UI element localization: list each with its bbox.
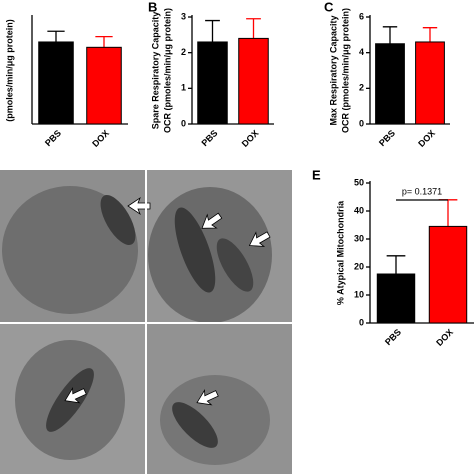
y-tick-label: 30 xyxy=(354,233,364,243)
x-tick-label: DOX xyxy=(240,128,261,149)
x-tick-label: DOX xyxy=(90,128,111,149)
x-tick-label: PBS xyxy=(199,128,219,148)
error-bar xyxy=(422,27,438,42)
y-tick-label: 10 xyxy=(354,289,364,299)
y-tick-label: 6 xyxy=(359,11,364,21)
bar xyxy=(86,46,122,125)
micrographs xyxy=(0,170,292,474)
y-axis-label: Spare Respiratory Capacity xyxy=(150,12,160,130)
error-bar xyxy=(205,19,220,42)
x-tick-label: PBS xyxy=(383,327,403,347)
panel-label: E xyxy=(312,167,321,182)
panel-label: B xyxy=(148,0,157,14)
error-bar xyxy=(246,18,261,39)
bar xyxy=(376,273,416,324)
y-tick-label: 20 xyxy=(354,261,364,271)
y-tick-label: 2 xyxy=(359,83,364,93)
bar xyxy=(428,225,468,324)
bar xyxy=(197,41,228,125)
panel-label: C xyxy=(324,0,334,14)
y-tick-label: 0 xyxy=(359,118,364,128)
error-bar xyxy=(382,26,398,44)
y-axis-label: OCR (pmoles/min/μg protein) xyxy=(340,8,350,133)
error-bar xyxy=(386,255,406,274)
y-axis-label: OCR (pmoles/min/μg protein) xyxy=(162,8,172,133)
error-bar xyxy=(438,199,458,227)
bar xyxy=(238,37,269,125)
bar xyxy=(415,41,445,125)
x-tick-label: PBS xyxy=(377,128,397,148)
error-bar xyxy=(47,30,65,42)
y-tick-label: 1 xyxy=(181,83,186,93)
x-tick-label: DOX xyxy=(434,327,455,348)
x-tick-label: DOX xyxy=(416,128,437,149)
y-axis-label: % Atypical Mitochondria xyxy=(335,200,345,305)
y-tick-label: 4 xyxy=(359,47,364,57)
annotation: p= 0.1371 xyxy=(402,186,442,196)
y-tick-label: 2 xyxy=(181,47,186,57)
y-tick-label: 40 xyxy=(354,205,364,215)
y-tick-label: 0 xyxy=(359,317,364,327)
y-axis-label: Max Respiratory Capacity xyxy=(328,15,338,125)
bar xyxy=(375,43,405,125)
y-axis-label: (pmoles/min/μg protein) xyxy=(4,19,14,122)
y-tick-label: 50 xyxy=(354,177,364,187)
y-tick-label: 0 xyxy=(181,118,186,128)
bar xyxy=(38,41,74,125)
error-bar xyxy=(95,35,113,48)
y-tick-label: 3 xyxy=(181,11,186,21)
x-tick-label: PBS xyxy=(43,128,63,148)
